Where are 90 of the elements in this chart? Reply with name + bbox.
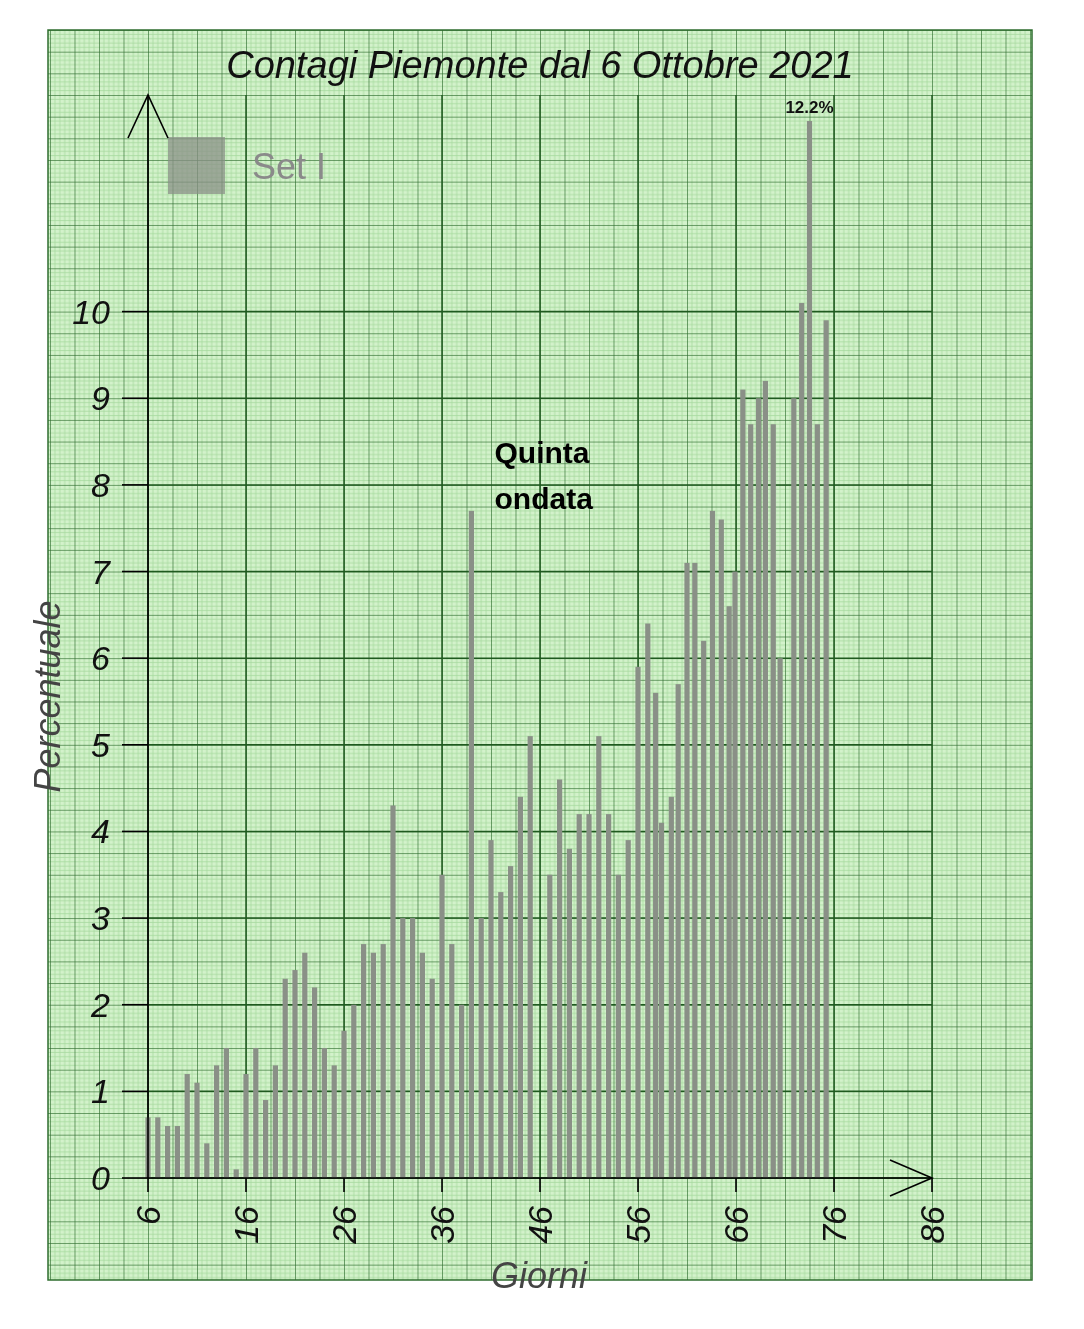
x-tick-label: 66: [717, 1205, 755, 1244]
bar: [814, 424, 820, 1178]
bar: [253, 1048, 259, 1178]
bar: [668, 796, 674, 1178]
bar: [527, 736, 533, 1178]
bar: [361, 944, 367, 1178]
bar: [748, 424, 754, 1178]
y-tick-label: 0: [91, 1159, 111, 1197]
bar: [410, 918, 416, 1178]
bar: [615, 874, 621, 1178]
bar: [586, 814, 592, 1178]
bar: [194, 1082, 200, 1178]
bar: [799, 302, 805, 1178]
bar: [429, 978, 435, 1178]
y-axis-title: Percentuale: [27, 600, 68, 793]
chart-title: Contagi Piemonte dal 6 Ottobre 2021: [226, 44, 854, 86]
bar: [566, 848, 572, 1178]
bar: [204, 1143, 210, 1178]
bar: [478, 918, 484, 1178]
bar: [439, 874, 445, 1178]
bar: [351, 1004, 357, 1178]
bar: [498, 892, 504, 1178]
y-tick-label: 7: [91, 552, 112, 591]
bar: [684, 562, 690, 1178]
bar: [370, 952, 376, 1178]
bar: [174, 1126, 180, 1178]
bar: [692, 562, 698, 1178]
y-tick-label: 5: [91, 725, 111, 764]
bar: [321, 1048, 327, 1178]
bar: [468, 510, 474, 1178]
bar: [770, 424, 776, 1178]
bar: [547, 874, 553, 1178]
bar: [755, 398, 762, 1178]
y-tick-label: 1: [91, 1072, 110, 1111]
x-tick-label: 76: [815, 1205, 853, 1244]
y-tick-label: 9: [91, 379, 111, 418]
bar: [390, 805, 396, 1178]
data-label: 12.2%: [785, 97, 834, 117]
bar: [740, 389, 746, 1178]
bar: [596, 736, 602, 1178]
bar: [312, 987, 318, 1178]
x-tick-label: 6: [129, 1205, 167, 1225]
bar: [791, 398, 797, 1178]
bar: [488, 840, 494, 1178]
bar: [214, 1065, 220, 1178]
bar: [449, 944, 455, 1178]
bar: [625, 840, 631, 1178]
y-tick-label: 8: [91, 465, 111, 504]
bar: [282, 978, 288, 1178]
bar: [263, 1100, 269, 1178]
x-tick-label: 16: [227, 1205, 265, 1244]
bar: [380, 944, 386, 1178]
y-tick-label: 2: [90, 985, 111, 1024]
bar: [184, 1074, 190, 1178]
x-tick-label: 56: [619, 1205, 657, 1244]
bar: [243, 1074, 249, 1178]
x-tick-label: 26: [325, 1205, 363, 1245]
bar: [635, 666, 641, 1178]
y-tick-label: 3: [91, 899, 111, 938]
bar: [341, 1030, 347, 1178]
bar: [508, 866, 514, 1178]
bar: [675, 684, 681, 1178]
bar: [557, 779, 563, 1178]
bar: [701, 640, 707, 1178]
bar: [272, 1065, 278, 1178]
bar: [331, 1065, 337, 1178]
bar: [645, 623, 651, 1178]
bar: [718, 519, 724, 1178]
bar: [155, 1117, 161, 1178]
bar: [806, 120, 813, 1178]
bar: [709, 510, 716, 1178]
bar: [517, 796, 523, 1178]
y-tick-label: 6: [91, 639, 111, 678]
bar: [165, 1126, 171, 1178]
bar: [459, 1004, 465, 1178]
y-tick-label: 4: [91, 812, 110, 851]
y-tick-label: 10: [72, 292, 111, 331]
bar: [302, 952, 308, 1178]
bar: [823, 320, 829, 1178]
bar: [292, 970, 298, 1178]
bar: [400, 918, 406, 1178]
x-tick-label: 86: [913, 1205, 951, 1244]
x-tick-label: 36: [423, 1205, 461, 1244]
bar: [762, 380, 768, 1178]
bar: [777, 658, 783, 1178]
bar: [606, 814, 612, 1178]
bar: [576, 814, 582, 1178]
x-tick-label: 46: [521, 1205, 559, 1244]
bar: [223, 1048, 229, 1178]
bar: [419, 952, 425, 1178]
